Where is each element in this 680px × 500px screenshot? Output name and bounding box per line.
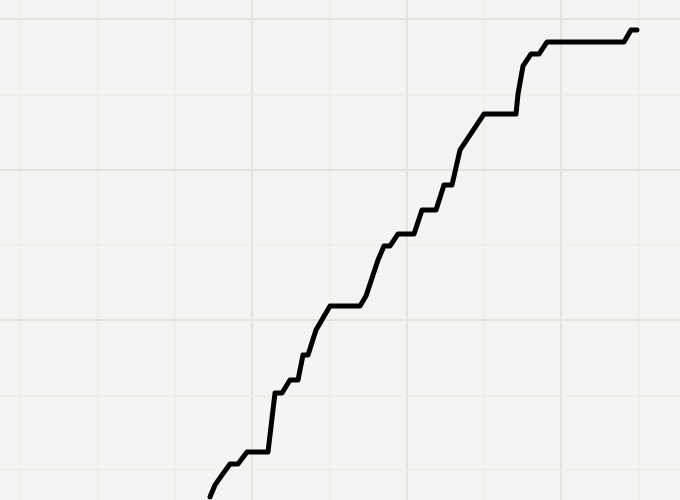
series-line-1: [207, 27, 640, 500]
series-layer: [207, 27, 640, 500]
